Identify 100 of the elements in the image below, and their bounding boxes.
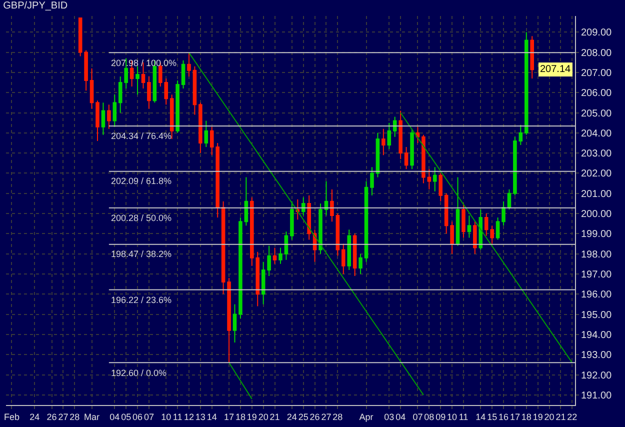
ref-line-label: 200.28 / 50.0% [111,213,172,223]
x-tick-label: 26 [310,412,320,422]
candlestick [404,146,408,170]
candlestick [227,278,231,364]
y-tick-label: 193.00 [581,350,612,362]
candlestick [370,166,374,196]
x-tick-label: 21 [270,412,280,422]
x-tick-label: 07 [144,412,154,422]
candlestick [347,229,352,270]
ref-line-label: 204.34 / 76.4% [111,131,172,141]
candlestick [221,200,226,295]
x-tick-label: 04 [110,412,120,422]
candlestick [301,196,306,216]
candlestick [136,66,140,96]
ref-line-label: 192.60 / 0.0% [111,368,167,378]
x-tick-label: 17 [224,412,234,422]
x-tick-label: 09 [436,412,446,422]
candlestick [392,116,397,138]
y-tick-label: 203.00 [581,148,612,160]
chart-title: GBP/JPY_BID [3,0,68,12]
candlestick [352,233,357,277]
y-tick-label: 205.00 [581,108,612,120]
y-tick-label: 198.00 [581,249,612,260]
candlestick [422,134,426,184]
candlestick [90,68,94,110]
x-tick-label: 27 [58,412,68,422]
candlestick [204,120,208,148]
x-tick-label: 10 [161,412,172,422]
x-tick-label: 04 [396,412,406,422]
candlestick [181,60,186,90]
candlestick [410,128,414,170]
x-tick-label: 16 [498,412,509,422]
candlestick [358,253,362,274]
x-tick-label: Feb [4,412,20,422]
x-tick-label: 17 [510,412,520,422]
candlestick [456,176,460,246]
candlestick [176,80,180,134]
candlestick [450,221,454,254]
x-tick-label: 28 [332,412,343,422]
y-tick-label: 195.00 [581,310,612,321]
candlestick [112,94,117,128]
x-tick-label: 26 [46,412,57,422]
candlestick [524,32,528,136]
candlestick [467,215,472,238]
candlestick [507,188,512,210]
x-tick-label: 07 [412,412,423,422]
x-tick-label: 11 [458,412,468,422]
candlestick [342,243,346,274]
x-tick-label: 18 [521,412,532,422]
y-tick-label: 199.00 [581,229,612,240]
x-tick-label: 12 [184,412,194,422]
y-tick-label: 207.00 [581,68,612,79]
candlestick [187,52,191,77]
candlestick [267,245,271,277]
y-tick-label: 202.00 [581,168,612,180]
x-tick-label: 20 [258,412,268,422]
x-tick-label: 14 [476,412,486,422]
ref-line-label: 196.22 / 23.6% [111,295,172,305]
candlestick [518,124,523,146]
candlestick [432,166,437,192]
candlestick [444,192,448,234]
x-tick-label: 18 [235,412,246,422]
candlestick [107,104,111,130]
x-tick-label: 15 [487,412,498,422]
x-tick-label: 03 [384,412,394,422]
candlestick [462,202,466,238]
candlestick [513,136,517,196]
y-tick-label: 191.00 [581,390,612,402]
ref-line-label: 202.09 / 61.8% [111,176,172,186]
candlestick [427,168,432,190]
x-tick-label: 20 [544,412,554,422]
x-tick-label: 19 [246,412,257,422]
x-tick-label: Apr [359,412,374,422]
x-tick-label: 05 [121,412,132,422]
candlestick [101,102,106,136]
candlestick [170,94,174,140]
candlestick [84,50,88,92]
y-tick-label: 201.00 [581,188,612,200]
x-tick-label: 28 [70,412,80,422]
x-tick-label: Mar [84,412,100,422]
candlestick [382,128,386,156]
y-tick-label: 209.00 [581,28,612,39]
x-tick-label: 21 [556,412,566,422]
candlestick [96,100,100,142]
annotation: 207.14 [540,64,572,75]
ref-line-label: 198.47 / 38.2% [111,249,172,259]
x-tick-label: 10 [447,412,458,422]
x-tick-label: 06 [132,412,143,422]
candlestick [496,217,500,240]
candlestick [478,208,483,250]
candlestick [296,198,300,220]
x-tick-label: 22 [567,412,578,422]
candlestick [290,200,294,240]
candlestick [192,66,197,116]
candlestick [530,36,534,79]
candlestick [284,231,288,260]
candlestick [272,247,277,264]
y-tick-label: 204.00 [581,128,612,140]
candlestick [324,180,328,216]
candlestick [376,132,380,178]
